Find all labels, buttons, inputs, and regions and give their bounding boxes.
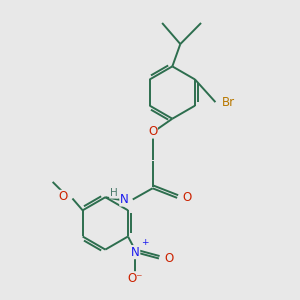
- Text: H: H: [110, 188, 118, 198]
- Text: N: N: [131, 246, 140, 259]
- Text: N: N: [120, 193, 129, 206]
- Text: O⁻: O⁻: [128, 272, 143, 285]
- Text: O: O: [58, 190, 68, 203]
- Text: +: +: [141, 238, 148, 247]
- Text: O: O: [183, 191, 192, 204]
- Text: Br: Br: [222, 96, 235, 109]
- Text: O: O: [148, 125, 157, 138]
- Text: O: O: [165, 252, 174, 265]
